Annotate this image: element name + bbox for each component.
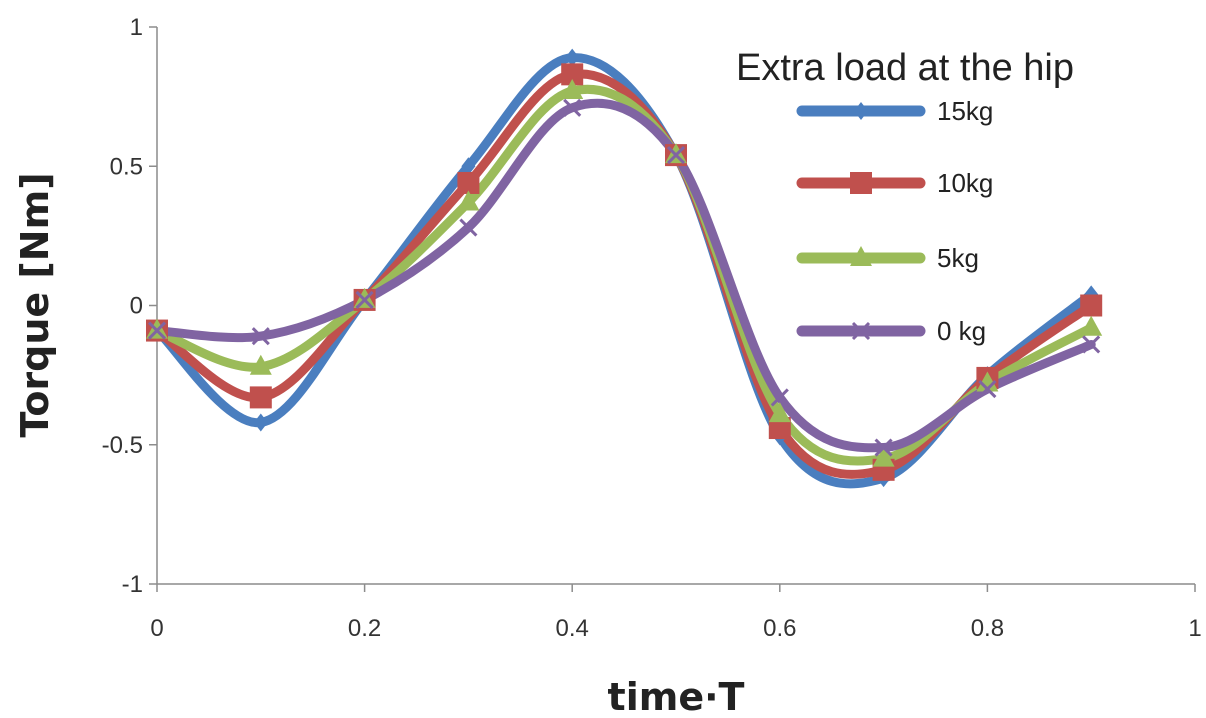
data-point-series-3-stroke [251,327,270,346]
data-point-series-3 [874,438,893,457]
data-point-series-3 [666,146,686,165]
legend-marker-2 [850,246,872,266]
legend-label-2: 5kg [937,243,979,273]
data-point-series-3-stroke [874,438,893,457]
data-point-series-3-stroke [147,321,167,340]
data-point-series-3 [563,98,582,117]
x-axis-title: time·T [608,675,745,718]
x-tick-label: 0 [150,615,163,642]
data-point-series-3 [1082,335,1101,354]
data-point-series-0 [565,48,580,67]
data-point-series-1 [768,417,791,440]
data-point-series-2 [249,354,272,375]
data-point-series-3 [770,388,789,407]
data-point-series-3-stroke [355,290,374,309]
data-point-series-3 [978,379,997,399]
data-point-series-2 [457,190,480,211]
data-point-series-2 [768,402,791,423]
legend-marker-3-stroke [851,321,871,341]
data-point-series-3 [147,321,167,340]
plot-area [157,27,1195,584]
legend-marker-3 [851,321,871,341]
data-point-series-2 [976,371,999,392]
data-point-series-1 [1080,294,1103,317]
data-point-series-0 [461,157,476,176]
data-point-series-2 [1080,315,1103,336]
data-point-series-3-stroke [459,218,478,237]
data-point-series-3 [355,290,374,309]
x-tick-label: 0.4 [556,615,589,642]
x-tick-label: 0.8 [971,615,1004,642]
data-point-series-0 [253,413,268,432]
series-line-2 [152,84,1096,466]
y-tick-label: 1 [130,14,143,41]
y-tick-label: 0 [130,293,143,320]
y-tick-label: -0.5 [102,432,143,459]
data-point-series-1 [457,171,480,194]
legend-label-0: 15kg [937,96,993,126]
data-point-series-1 [561,63,584,86]
data-point-series-2 [561,79,584,100]
data-point-series-3-stroke [770,388,789,407]
data-point-series-3-stroke [1082,335,1101,354]
y-tick-label: -1 [122,571,143,598]
series-line-3 [152,98,1096,453]
x-tick-label: 0.2 [348,615,381,642]
axes: -1 -0.5 0 0.5 1 0 0.2 0.4 0.6 0.8 1 [102,14,1202,642]
legend-marker-0 [854,102,868,120]
legend-label-1: 10kg [937,168,993,198]
data-point-series-3 [251,327,270,346]
series-lines [152,53,1096,489]
legend-marker-1 [850,172,872,194]
series-markers [146,48,1103,488]
legend: Extra load at the hip 15kg 10kg 5kg 0 kg [736,47,1074,346]
y-tick-label: 0.5 [110,153,143,180]
x-tick-label: 0.6 [763,615,796,642]
legend-label-3: 0 kg [937,316,986,346]
data-point-series-3-stroke [978,379,997,399]
data-point-series-2 [872,446,895,467]
data-point-series-3-stroke [563,98,582,117]
data-point-series-3 [459,218,478,237]
y-axis-title: Torque [Nm] [13,172,57,437]
data-point-series-3-stroke [666,146,686,165]
x-tick-label: 1 [1188,615,1201,642]
legend-title: Extra load at the hip [736,47,1074,89]
data-point-series-1 [249,386,272,409]
